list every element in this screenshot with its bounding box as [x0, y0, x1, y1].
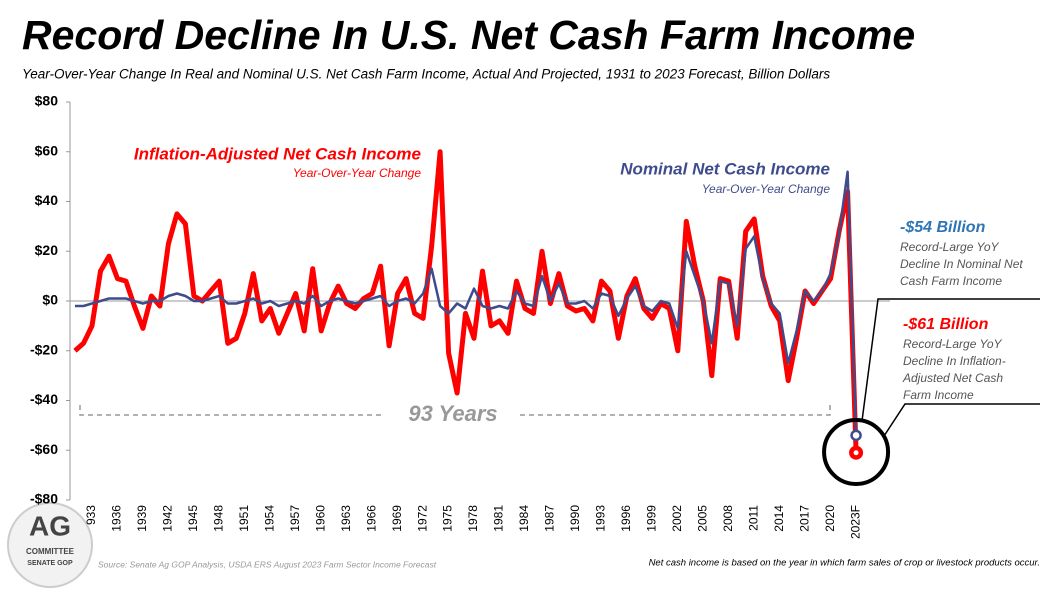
x-tick-label: 2017 — [797, 505, 811, 532]
x-tick-label: 1993 — [594, 505, 608, 532]
logo-text: SENATE GOP — [27, 560, 73, 567]
x-tick-label: 1954 — [262, 505, 276, 532]
y-tick-label: -$40 — [30, 391, 58, 407]
x-tick-label: 1960 — [313, 505, 327, 532]
callout-text: Record-Large YoY — [903, 337, 1003, 351]
y-tick-label: $20 — [35, 242, 59, 258]
x-tick-label: 2002 — [670, 505, 684, 532]
logo-badge — [7, 502, 93, 588]
callout-headline: -$61 Billion — [903, 316, 989, 333]
x-tick-label: 1945 — [186, 505, 200, 532]
y-tick-label: $60 — [35, 142, 59, 158]
x-tick-label: 1987 — [543, 505, 557, 532]
x-tick-label: 1972 — [415, 505, 429, 532]
x-tick-label: 1939 — [135, 505, 149, 532]
connector — [861, 298, 1040, 422]
x-tick-label: 1963 — [339, 505, 353, 532]
x-tick-label: 2023F — [848, 505, 862, 539]
series-label: Inflation-Adjusted Net Cash Income — [134, 144, 421, 163]
x-tick-label: 1996 — [619, 505, 633, 532]
highlight-ring — [822, 418, 891, 486]
end-marker — [850, 429, 862, 442]
x-tick-label: 1981 — [492, 505, 506, 532]
chart-title: Record Decline In U.S. Net Cash Farm Inc… — [22, 12, 915, 58]
y-tick-label: -$80 — [30, 491, 58, 507]
x-tick-label: 2005 — [695, 505, 709, 532]
callout-text: Decline In Inflation- — [903, 354, 1006, 368]
series-sublabel: Year-Over-Year Change — [293, 166, 422, 180]
x-tick-label: 1951 — [237, 505, 251, 532]
connector — [883, 403, 1040, 437]
series-label: Nominal Net Cash Income — [620, 159, 830, 178]
x-tick-label: 933 — [84, 505, 98, 525]
x-tick-label: 1969 — [390, 505, 404, 532]
x-tick-label: 1990 — [568, 505, 582, 532]
logo-text: COMMITTEE — [26, 547, 75, 556]
y-tick-label: $0 — [42, 292, 58, 308]
callout-text: Cash Farm Income — [900, 274, 1002, 288]
span-label: 93 Years — [408, 401, 497, 426]
x-tick-label: 1942 — [161, 505, 175, 532]
series-line — [73, 149, 859, 453]
callout-text: Farm Income — [903, 388, 974, 402]
x-tick-label: 1936 — [110, 505, 124, 532]
source: Source: Senate Ag GOP Analysis, USDA ERS… — [98, 559, 437, 569]
x-tick-label: 2008 — [721, 505, 735, 532]
callout-text: Adjusted Net Cash — [902, 371, 1003, 385]
series-sublabel: Year-Over-Year Change — [702, 182, 831, 196]
x-tick-label: 2020 — [823, 505, 837, 532]
y-tick-label: -$20 — [30, 341, 58, 357]
callout-text: Decline In Nominal Net — [900, 257, 1023, 271]
y-tick-label: $40 — [35, 192, 59, 208]
chart-subtitle: Year-Over-Year Change In Real and Nomina… — [22, 67, 830, 82]
x-tick-label: 1975 — [441, 505, 455, 532]
y-tick-label: -$60 — [30, 441, 58, 457]
x-tick-label: 1966 — [364, 505, 378, 532]
callout-text: Record-Large YoY — [900, 240, 1000, 254]
end-marker-dot — [853, 450, 859, 456]
y-tick-label: $80 — [35, 93, 59, 109]
x-tick-label: 1948 — [212, 505, 226, 532]
span-bracket — [79, 405, 831, 416]
logo-text: AG — [29, 510, 71, 541]
series-line — [75, 170, 858, 436]
x-tick-label: 2011 — [746, 505, 760, 531]
note: Net cash income is based on the year in … — [649, 558, 1040, 569]
callout-headline: -$54 Billion — [900, 219, 986, 236]
x-tick-label: 1978 — [466, 505, 480, 532]
x-tick-label: 1957 — [288, 505, 302, 532]
x-tick-label: 1999 — [644, 505, 658, 532]
x-tick-label: 1984 — [517, 505, 531, 532]
x-tick-label: 2014 — [772, 505, 786, 532]
